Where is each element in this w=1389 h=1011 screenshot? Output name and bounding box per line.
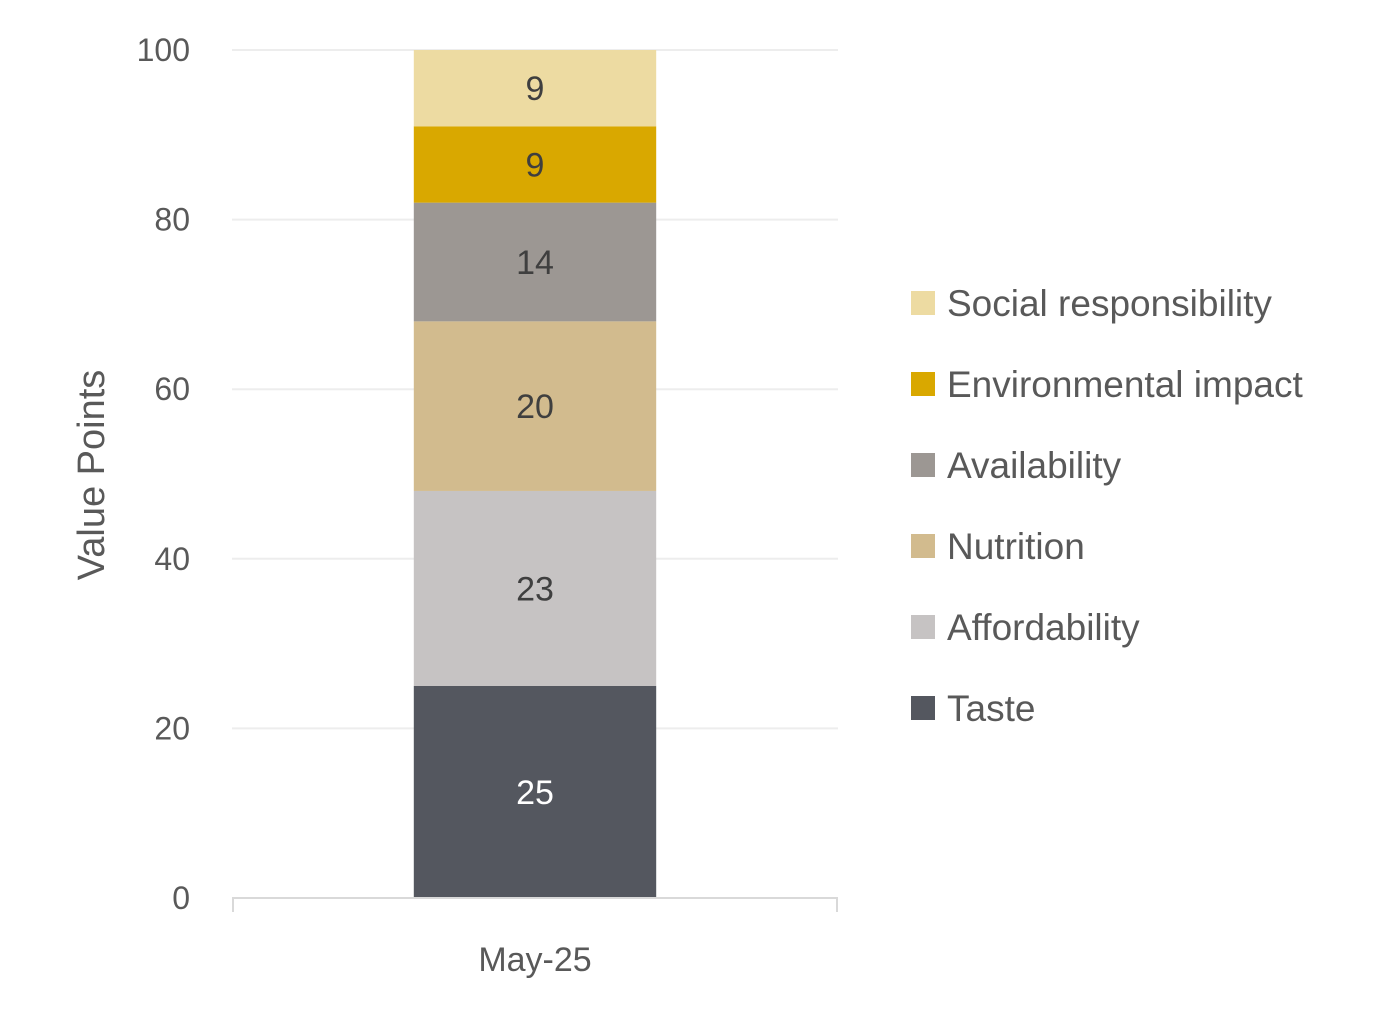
x-tick-labels: May-25 bbox=[478, 941, 591, 979]
bar-segment-environmental-impact bbox=[413, 126, 657, 203]
axes bbox=[232, 897, 838, 912]
bar-stack: 25 23 20 14 9 9 bbox=[413, 50, 657, 898]
legend-label: Affordability bbox=[947, 607, 1140, 648]
legend: Social responsibility Environmental impac… bbox=[911, 283, 1303, 729]
legend-swatch bbox=[911, 453, 935, 477]
legend-swatch bbox=[911, 534, 935, 558]
legend-swatch bbox=[911, 615, 935, 639]
legend-label: Availability bbox=[947, 445, 1122, 486]
y-axis-title: Value Points bbox=[71, 370, 113, 581]
data-label: 25 bbox=[516, 774, 554, 812]
y-tick-label: 40 bbox=[154, 541, 190, 577]
y-tick-labels: 0 20 40 60 80 100 bbox=[137, 32, 190, 916]
data-label: 9 bbox=[526, 146, 545, 184]
x-tick-label: May-25 bbox=[478, 941, 591, 979]
data-label: 23 bbox=[516, 570, 554, 608]
y-tick-label: 60 bbox=[154, 371, 190, 407]
y-tick-label: 100 bbox=[137, 32, 190, 68]
y-tick-label: 0 bbox=[172, 880, 190, 916]
y-tick-label: 80 bbox=[154, 202, 190, 238]
bar-segment-availability bbox=[413, 202, 657, 322]
legend-swatch bbox=[911, 372, 935, 396]
data-label: 14 bbox=[516, 244, 554, 282]
data-label: 9 bbox=[526, 70, 545, 108]
legend-label: Taste bbox=[947, 688, 1035, 729]
bar-segment-affordability bbox=[413, 490, 657, 686]
legend-swatch bbox=[911, 696, 935, 720]
data-label: 20 bbox=[516, 388, 554, 426]
bar-segment-taste bbox=[413, 686, 657, 898]
legend-swatch bbox=[911, 291, 935, 315]
legend-label: Nutrition bbox=[947, 526, 1085, 567]
bar-segment-social-responsibility bbox=[413, 50, 657, 127]
bar-segment-nutrition bbox=[413, 321, 657, 491]
legend-label: Social responsibility bbox=[947, 283, 1272, 324]
y-tick-label: 20 bbox=[154, 710, 190, 746]
legend-label: Environmental impact bbox=[947, 364, 1303, 405]
